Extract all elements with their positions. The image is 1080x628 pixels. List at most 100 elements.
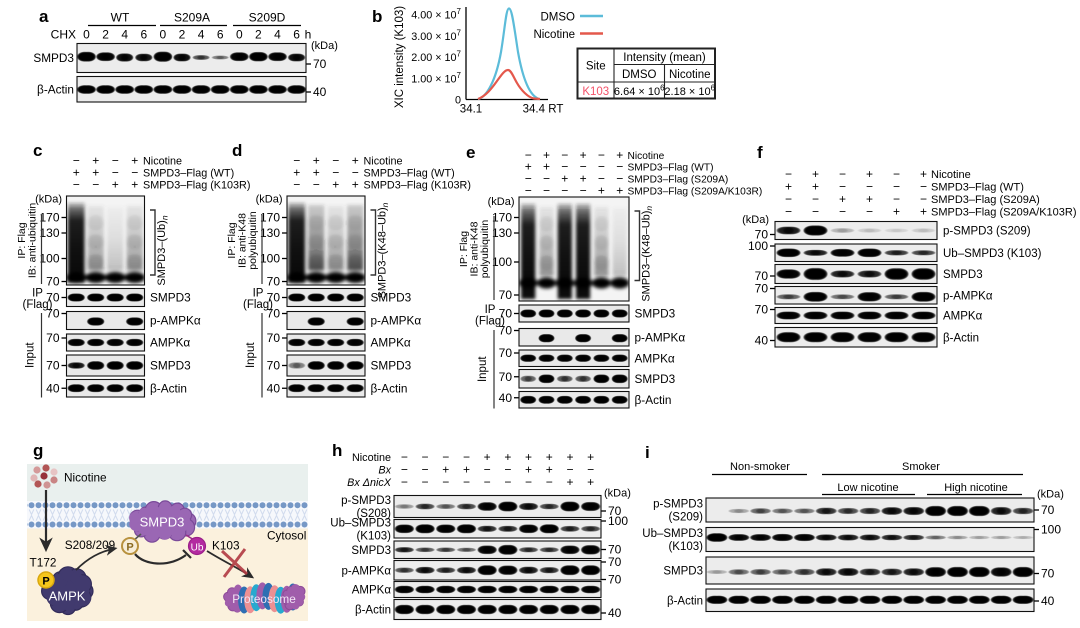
svg-text:0: 0 [83, 28, 90, 42]
svg-text:170: 170 [260, 211, 280, 225]
svg-text:−: − [893, 192, 900, 206]
svg-text:SMPD3: SMPD3 [150, 291, 191, 305]
svg-text:40: 40 [608, 606, 622, 620]
svg-text:−: − [616, 160, 623, 174]
svg-text:6.64 × 106: 6.64 × 106 [614, 83, 665, 98]
svg-text:(kDa): (kDa) [256, 194, 283, 206]
svg-text:(Flag): (Flag) [475, 316, 505, 328]
svg-text:−: − [587, 463, 594, 477]
svg-text:2: 2 [179, 28, 186, 42]
svg-text:(K103): (K103) [356, 530, 391, 542]
svg-text:−: − [543, 184, 550, 198]
svg-text:−: − [785, 205, 792, 219]
svg-text:−: − [504, 475, 511, 489]
svg-text:+: + [112, 178, 119, 192]
svg-text:K103: K103 [582, 86, 609, 98]
svg-text:+: + [598, 184, 605, 198]
svg-text:−: − [920, 180, 927, 194]
svg-text:170: 170 [492, 211, 512, 225]
svg-text:Low nicotine: Low nicotine [837, 482, 898, 494]
svg-text:−: − [561, 184, 568, 198]
svg-text:(kDa): (kDa) [1037, 489, 1064, 501]
svg-text:70: 70 [499, 288, 513, 302]
svg-text:(Flag): (Flag) [243, 299, 273, 311]
svg-text:+: + [543, 160, 550, 174]
svg-text:70: 70 [267, 359, 281, 373]
svg-text:+: + [616, 184, 623, 198]
svg-text:SMPD3: SMPD3 [943, 269, 983, 281]
svg-text:6: 6 [140, 28, 147, 42]
svg-text:p-AMPKα: p-AMPKα [342, 565, 392, 577]
svg-text:SMPD3–(Ub)n: SMPD3–(Ub)n [156, 215, 170, 285]
svg-text:SMPD3–(K48–Ub)n: SMPD3–(K48–Ub)n [641, 206, 655, 302]
svg-text:Bx: Bx [378, 465, 391, 477]
svg-text:β-Actin: β-Actin [371, 381, 408, 395]
svg-text:0: 0 [160, 28, 167, 42]
svg-text:34.1: 34.1 [460, 104, 482, 116]
svg-text:Ub–SMPD3: Ub–SMPD3 [642, 528, 703, 540]
svg-text:+: + [812, 167, 819, 181]
svg-text:−: − [616, 172, 623, 186]
svg-text:SMPD3–(K48–Ub)n: SMPD3–(K48–Ub)n [377, 202, 391, 298]
svg-text:Input: Input [25, 342, 37, 368]
svg-text:AMPKα: AMPKα [635, 351, 675, 365]
svg-text:+: + [73, 166, 80, 180]
svg-text:−: − [112, 166, 119, 180]
svg-text:SMPD3: SMPD3 [351, 545, 391, 557]
svg-text:p-AMPKα: p-AMPKα [943, 290, 993, 302]
svg-text:+: + [580, 148, 587, 162]
svg-text:S209D: S209D [249, 11, 286, 25]
svg-text:P: P [126, 542, 133, 554]
svg-text:70: 70 [608, 555, 622, 569]
svg-text:SMPD3: SMPD3 [371, 359, 412, 373]
svg-text:130: 130 [39, 226, 59, 240]
svg-text:70: 70 [608, 504, 622, 518]
svg-text:70: 70 [755, 228, 769, 242]
svg-text:70: 70 [46, 275, 60, 289]
svg-text:−: − [131, 166, 138, 180]
svg-text:100: 100 [492, 255, 512, 269]
svg-text:SMPD3: SMPD3 [663, 566, 703, 578]
svg-text:AMPKα: AMPKα [371, 336, 411, 350]
svg-text:1.00 × 107: 1.00 × 107 [411, 71, 461, 86]
svg-text:−: − [598, 160, 605, 174]
svg-text:SMPD3–Flag (WT): SMPD3–Flag (WT) [143, 168, 234, 180]
svg-text:−: − [504, 463, 511, 477]
svg-text:p-SMPD3: p-SMPD3 [653, 499, 703, 511]
svg-text:(S208): (S208) [356, 508, 391, 520]
svg-text:−: − [332, 166, 339, 180]
svg-text:−: − [893, 167, 900, 181]
svg-text:+: + [587, 450, 594, 464]
svg-text:f: f [757, 143, 763, 162]
svg-text:h: h [332, 441, 342, 460]
svg-text:SMPD3–Flag (WT): SMPD3–Flag (WT) [364, 168, 455, 180]
svg-text:+: + [131, 154, 138, 168]
svg-text:(Flag): (Flag) [22, 299, 52, 311]
svg-text:+: + [920, 205, 927, 219]
svg-text:6: 6 [293, 28, 300, 42]
svg-text:100: 100 [608, 514, 628, 528]
svg-text:+: + [352, 178, 359, 192]
svg-text:WT: WT [111, 11, 130, 25]
svg-text:−: − [546, 475, 553, 489]
svg-text:−: − [785, 167, 792, 181]
svg-text:+: + [866, 192, 873, 206]
svg-text:b: b [372, 7, 382, 26]
svg-text:Site: Site [586, 60, 606, 72]
svg-text:T172: T172 [30, 556, 57, 570]
svg-text:70: 70 [499, 346, 513, 360]
svg-text:70: 70 [267, 307, 281, 321]
svg-text:70: 70 [46, 359, 60, 373]
svg-text:Ub–SMPD3 (K103): Ub–SMPD3 (K103) [943, 248, 1042, 260]
svg-text:−: − [352, 166, 359, 180]
svg-text:70: 70 [267, 331, 281, 345]
svg-text:40: 40 [267, 381, 281, 395]
svg-text:70: 70 [1041, 503, 1055, 517]
svg-text:+: + [293, 166, 300, 180]
svg-text:−: − [812, 205, 819, 219]
svg-text:70: 70 [755, 303, 769, 317]
svg-text:−: − [866, 205, 873, 219]
svg-text:40: 40 [46, 381, 60, 395]
svg-text:h: h [305, 28, 312, 42]
svg-text:70: 70 [755, 269, 769, 283]
